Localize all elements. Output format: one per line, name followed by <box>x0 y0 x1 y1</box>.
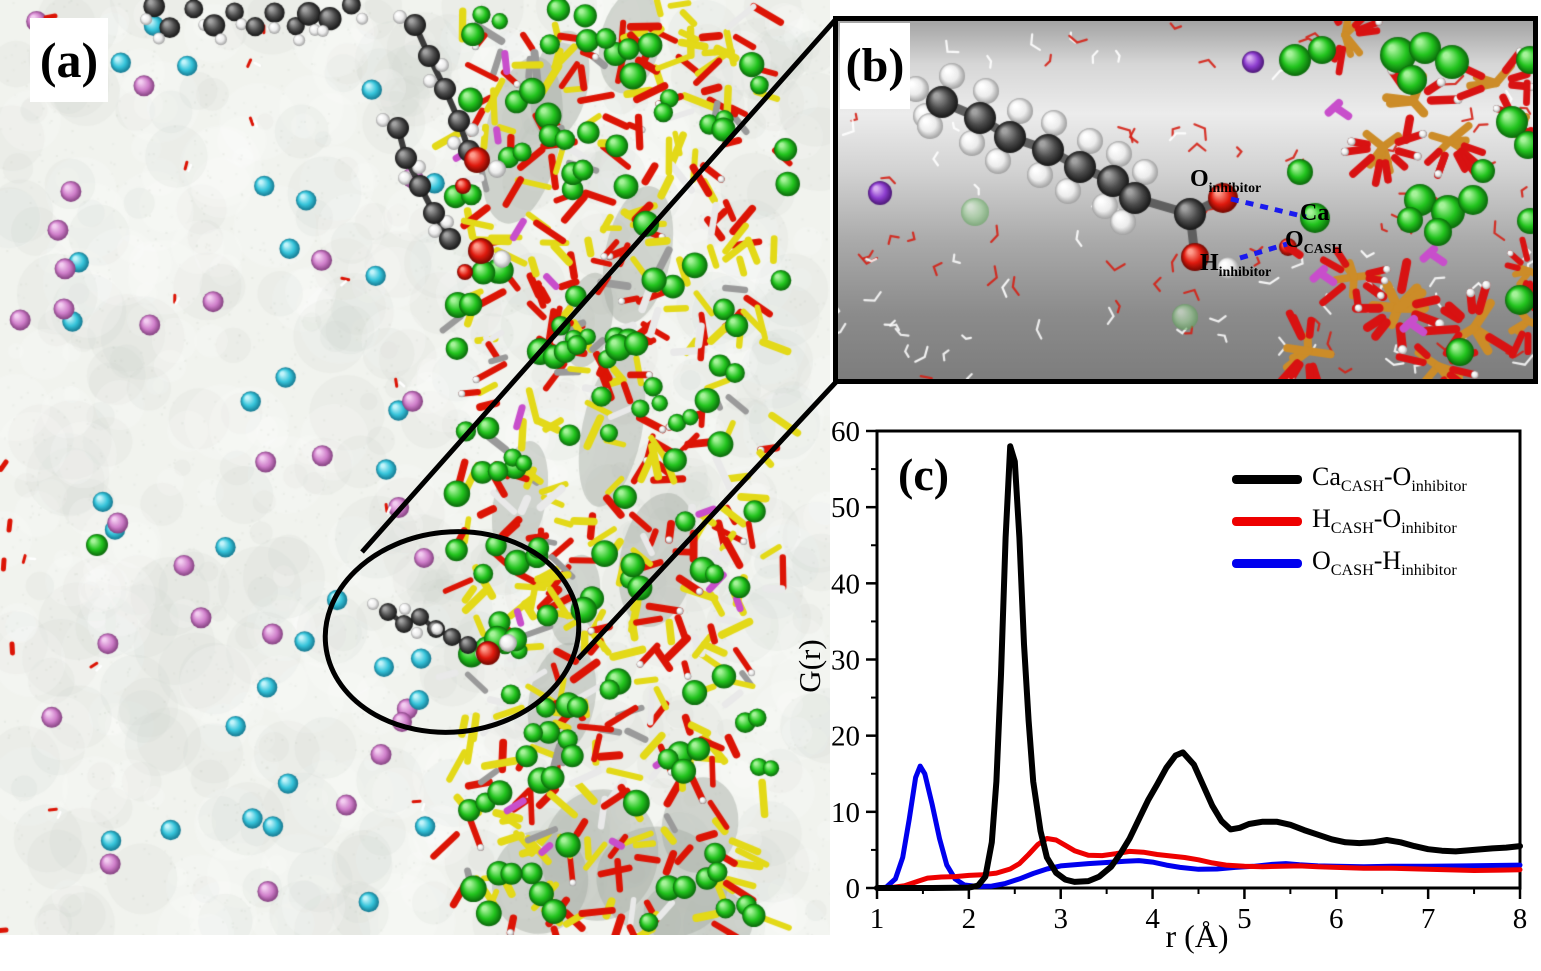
legend-entry: HCASH-Oinhibitor <box>1232 500 1467 542</box>
annotation-o-inhibitor: Oinhibitor <box>1190 166 1262 196</box>
legend-swatch <box>1232 516 1302 526</box>
x-tick-label: 8 <box>1513 903 1528 935</box>
plot-frame <box>875 429 1522 890</box>
chart-legend: CaCASH-Oinhibitor HCASH-Oinhibitor OCASH… <box>1232 458 1467 584</box>
panel-b-zoom-inset: (b) Oinhibitor Ca OCASH Hinhibitor <box>833 16 1538 384</box>
y-tick-label: 60 <box>831 416 860 448</box>
y-tick-label: 30 <box>831 645 860 677</box>
legend-label: CaCASH-Oinhibitor <box>1312 461 1467 496</box>
panel-c-rdf-chart: 1 2 3 4 5 6 7 8 0 10 20 30 40 50 60 (c) G(r) r (Å) CaC… <box>770 400 1541 971</box>
y-tick-label: 50 <box>831 492 860 524</box>
x-tick-label: 3 <box>1053 903 1068 935</box>
legend-swatch <box>1232 558 1302 568</box>
x-axis-title: r (Å) <box>1165 918 1229 954</box>
legend-label: OCASH-Hinhibitor <box>1312 545 1457 580</box>
rdf-plot: 1 2 3 4 5 6 7 8 0 10 20 30 40 50 60 <box>831 416 1528 935</box>
y-tick-label: 0 <box>846 873 861 905</box>
panel-c-label: (c) <box>898 449 950 500</box>
panel-a-simulation-snapshot: (a) <box>0 0 830 935</box>
panel-a-label: (a) <box>30 18 108 102</box>
x-tick-label: 1 <box>870 903 885 935</box>
x-tick-label: 4 <box>1145 903 1160 935</box>
legend-entry: OCASH-Hinhibitor <box>1232 542 1467 584</box>
x-tick-label: 6 <box>1329 903 1344 935</box>
legend-entry: CaCASH-Oinhibitor <box>1232 458 1467 500</box>
y-tick-label: 40 <box>831 568 860 600</box>
rdf-curve-Ca_CASH-O_inhibitor <box>874 443 1523 891</box>
x-tick-label: 7 <box>1421 903 1436 935</box>
panel-b-label: (b) <box>840 23 910 109</box>
inset-molecule-canvas <box>838 21 1533 379</box>
x-tick-label: 2 <box>962 903 977 935</box>
y-axis-title: G(r) <box>792 639 827 693</box>
legend-swatch <box>1232 474 1302 484</box>
y-tick-label: 20 <box>831 721 860 753</box>
molecular-scene-canvas <box>0 0 830 935</box>
y-tick-label: 10 <box>831 797 860 829</box>
annotation-ca: Ca <box>1300 200 1330 226</box>
x-tick-label: 5 <box>1237 903 1252 935</box>
legend-label: HCASH-Oinhibitor <box>1312 503 1457 538</box>
annotation-h-inhibitor: Hinhibitor <box>1200 250 1272 280</box>
annotation-o-cash: OCASH <box>1285 227 1343 257</box>
